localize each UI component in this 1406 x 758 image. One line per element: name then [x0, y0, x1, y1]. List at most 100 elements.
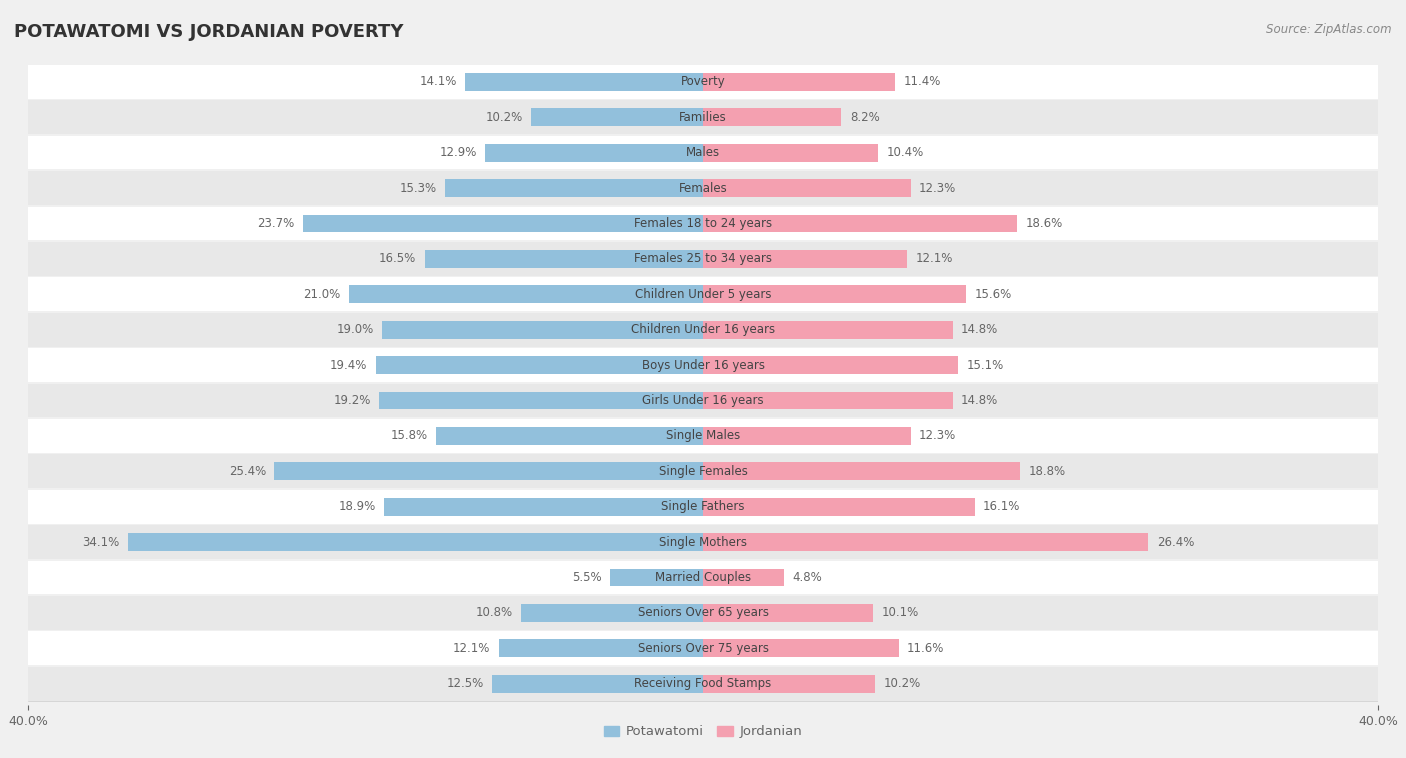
Bar: [703, 108, 841, 126]
Text: 12.1%: 12.1%: [915, 252, 953, 265]
Text: 19.4%: 19.4%: [330, 359, 367, 371]
Bar: [436, 427, 703, 445]
Text: 16.1%: 16.1%: [983, 500, 1021, 513]
Bar: [28, 101, 1378, 134]
Bar: [28, 277, 1378, 311]
Bar: [425, 250, 703, 268]
Text: Single Mothers: Single Mothers: [659, 536, 747, 549]
Bar: [703, 250, 907, 268]
Bar: [28, 207, 1378, 240]
Text: 26.4%: 26.4%: [1157, 536, 1194, 549]
Text: Single Fathers: Single Fathers: [661, 500, 745, 513]
Bar: [703, 73, 896, 91]
Bar: [304, 215, 703, 233]
Bar: [703, 604, 873, 622]
Bar: [28, 667, 1378, 700]
Bar: [28, 419, 1378, 453]
Bar: [465, 73, 703, 91]
Text: Females: Females: [679, 182, 727, 195]
Bar: [28, 490, 1378, 524]
Text: 34.1%: 34.1%: [82, 536, 120, 549]
Text: 12.1%: 12.1%: [453, 642, 491, 655]
Text: Females 25 to 34 years: Females 25 to 34 years: [634, 252, 772, 265]
Text: 16.5%: 16.5%: [380, 252, 416, 265]
Text: 18.9%: 18.9%: [339, 500, 375, 513]
Text: 10.4%: 10.4%: [887, 146, 924, 159]
Bar: [703, 462, 1021, 480]
Bar: [28, 596, 1378, 630]
Text: 15.1%: 15.1%: [966, 359, 1004, 371]
Text: Females 18 to 24 years: Females 18 to 24 years: [634, 217, 772, 230]
Bar: [349, 286, 703, 303]
Text: 21.0%: 21.0%: [304, 288, 340, 301]
Text: 18.8%: 18.8%: [1029, 465, 1066, 478]
Bar: [28, 65, 1378, 99]
Bar: [380, 392, 703, 409]
Bar: [28, 525, 1378, 559]
Bar: [28, 384, 1378, 418]
Bar: [703, 179, 911, 197]
Text: 10.2%: 10.2%: [485, 111, 523, 124]
Text: Source: ZipAtlas.com: Source: ZipAtlas.com: [1267, 23, 1392, 36]
Text: 19.2%: 19.2%: [333, 394, 371, 407]
Bar: [703, 321, 953, 339]
Bar: [703, 286, 966, 303]
Bar: [28, 561, 1378, 594]
Text: 15.3%: 15.3%: [399, 182, 436, 195]
Text: Receiving Food Stamps: Receiving Food Stamps: [634, 677, 772, 691]
Bar: [485, 144, 703, 161]
Text: 8.2%: 8.2%: [849, 111, 880, 124]
Text: 10.2%: 10.2%: [883, 677, 921, 691]
Bar: [28, 455, 1378, 488]
Text: 5.5%: 5.5%: [572, 571, 602, 584]
Text: Males: Males: [686, 146, 720, 159]
Bar: [128, 533, 703, 551]
Bar: [28, 171, 1378, 205]
Text: Seniors Over 75 years: Seniors Over 75 years: [637, 642, 769, 655]
Text: 25.4%: 25.4%: [229, 465, 266, 478]
Bar: [703, 427, 911, 445]
Text: 15.6%: 15.6%: [974, 288, 1012, 301]
Text: 4.8%: 4.8%: [793, 571, 823, 584]
Bar: [703, 392, 953, 409]
Text: 12.9%: 12.9%: [440, 146, 477, 159]
Text: Single Females: Single Females: [658, 465, 748, 478]
Text: 23.7%: 23.7%: [257, 217, 295, 230]
Text: Girls Under 16 years: Girls Under 16 years: [643, 394, 763, 407]
Text: POTAWATOMI VS JORDANIAN POVERTY: POTAWATOMI VS JORDANIAN POVERTY: [14, 23, 404, 41]
Bar: [375, 356, 703, 374]
Bar: [520, 604, 703, 622]
Bar: [28, 631, 1378, 665]
Text: 10.8%: 10.8%: [475, 606, 512, 619]
Bar: [28, 136, 1378, 170]
Text: 18.6%: 18.6%: [1025, 217, 1063, 230]
Text: 12.3%: 12.3%: [920, 182, 956, 195]
Text: 12.5%: 12.5%: [447, 677, 484, 691]
Bar: [703, 568, 785, 587]
Bar: [610, 568, 703, 587]
Text: 12.3%: 12.3%: [920, 429, 956, 443]
Bar: [274, 462, 703, 480]
Text: Children Under 16 years: Children Under 16 years: [631, 323, 775, 337]
Bar: [703, 640, 898, 657]
Text: 11.6%: 11.6%: [907, 642, 945, 655]
Bar: [703, 144, 879, 161]
Bar: [499, 640, 703, 657]
Text: Boys Under 16 years: Boys Under 16 years: [641, 359, 765, 371]
Text: Poverty: Poverty: [681, 75, 725, 89]
Bar: [28, 313, 1378, 346]
Text: 15.8%: 15.8%: [391, 429, 427, 443]
Text: 11.4%: 11.4%: [904, 75, 941, 89]
Text: Children Under 5 years: Children Under 5 years: [634, 288, 772, 301]
Bar: [382, 321, 703, 339]
Text: 14.8%: 14.8%: [962, 394, 998, 407]
Bar: [384, 498, 703, 515]
Text: Single Males: Single Males: [666, 429, 740, 443]
Text: Families: Families: [679, 111, 727, 124]
Text: Seniors Over 65 years: Seniors Over 65 years: [637, 606, 769, 619]
Bar: [703, 533, 1149, 551]
Bar: [703, 215, 1017, 233]
Text: 19.0%: 19.0%: [337, 323, 374, 337]
Bar: [703, 356, 957, 374]
Bar: [703, 498, 974, 515]
